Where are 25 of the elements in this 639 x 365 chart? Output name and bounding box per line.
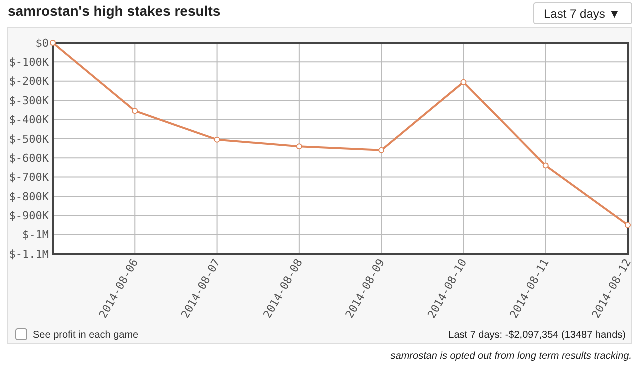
- y-tick-label: $-500K: [9, 132, 50, 146]
- point: [378, 147, 385, 154]
- y-tick-label: $0: [36, 36, 49, 50]
- y-tick-label: $-400K: [9, 114, 50, 127]
- y-tick-label: $-700K: [9, 171, 50, 184]
- point: [460, 79, 467, 86]
- point: [132, 108, 138, 114]
- y-tick-label: $-800K: [9, 190, 50, 204]
- point: [50, 40, 56, 46]
- y-tick-label: $-1.1M: [9, 248, 50, 261]
- y-tick-label: $-300K: [9, 94, 50, 108]
- text: See profit in each game: [33, 330, 140, 341]
- text: Last 7 days: -$2,097,354 (13487 hands): [448, 330, 626, 341]
- point: [625, 222, 631, 228]
- y-tick-label: $-200K: [9, 75, 50, 88]
- text: samrostan is opted out from long term results tracking.: [390, 351, 632, 362]
- point: [542, 162, 549, 169]
- y-tick-label: $-600K: [9, 152, 50, 165]
- y-tick-label: $-1M: [22, 228, 50, 242]
- text: Last 7 days ▼: [544, 7, 621, 21]
- point: [214, 136, 220, 143]
- chart-title: samrostan's high stakes results: [8, 3, 221, 19]
- point: [296, 144, 302, 150]
- y-tick-label: $-900K: [9, 209, 50, 222]
- y-tick-label: $-100K: [9, 56, 50, 70]
